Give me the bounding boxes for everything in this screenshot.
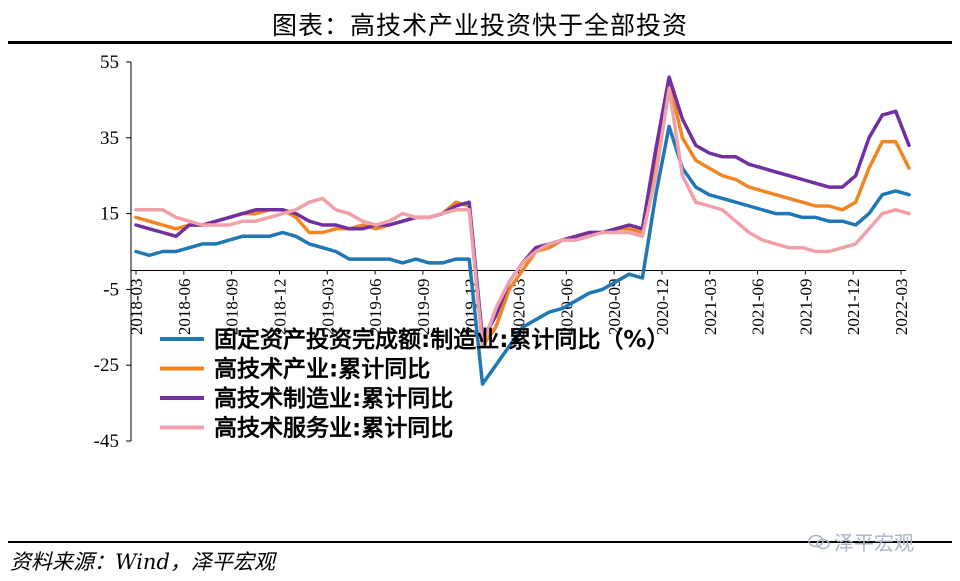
y-tick-label: -25 (94, 355, 119, 376)
bottom-rule (8, 541, 952, 543)
watermark: 泽平宏观 (808, 527, 914, 556)
series-line-1 (134, 124, 911, 386)
legend-label-2: 高技术产业:累计同比 (214, 356, 430, 383)
chart-title: 图表：高技术产业投资快于全部投资 (271, 11, 688, 40)
x-tick-label: 2021-09 (796, 278, 815, 335)
y-tick-label: 55 (100, 52, 119, 73)
x-tick-label: 2019-06 (366, 278, 385, 335)
x-tick-label: 2021-12 (844, 278, 863, 335)
x-tick-label: 2018-03 (127, 278, 146, 335)
x-tick-label: 2022-03 (892, 278, 911, 335)
x-tick-label: 2018-12 (270, 278, 289, 335)
x-tick-label: 2018-09 (223, 278, 242, 335)
x-tick-label: 2019-09 (414, 278, 433, 335)
axis-layer: 55 35 15 -5 -25 -45 2018-03 2018-06 2018-09 2018-… (94, 52, 911, 452)
x-tick-label: 2021-06 (749, 278, 768, 335)
watermark-text: 泽平宏观 (834, 531, 914, 555)
legend-label-4: 高技术服务业:累计同比 (214, 415, 453, 442)
x-tick-label: 2020-09 (605, 278, 624, 335)
chart: 55 35 15 -5 -25 -45 2018-03 2018-06 2018-09 2018-… (94, 52, 911, 452)
y-tick-label: -45 (94, 431, 119, 452)
x-tick-label: 2018-06 (175, 278, 194, 335)
x-tick-label: 2020-12 (653, 278, 672, 335)
wechat-icon (808, 534, 830, 549)
x-tick-label: 2020-03 (510, 278, 529, 335)
legend-label-1: 固定资产投资完成额:制造业:累计同比（%） (214, 326, 669, 353)
y-tick-label: 15 (100, 204, 119, 225)
source-note: 资料来源：Wind，泽平宏观 (10, 550, 275, 574)
legend-label-3: 高技术制造业:累计同比 (214, 385, 453, 412)
series-layer (134, 75, 911, 386)
y-tick-label: -5 (103, 279, 119, 300)
x-tick-label: 2019-03 (318, 278, 337, 335)
y-tick-label: 35 (100, 128, 119, 149)
series-line-4 (134, 86, 911, 349)
top-rule (8, 41, 952, 44)
x-tick-label: 2021-03 (701, 278, 720, 335)
legend: 固定资产投资完成额:制造业:累计同比（%） 高技术产业:累计同比高技术制造业:累计… (160, 326, 669, 442)
